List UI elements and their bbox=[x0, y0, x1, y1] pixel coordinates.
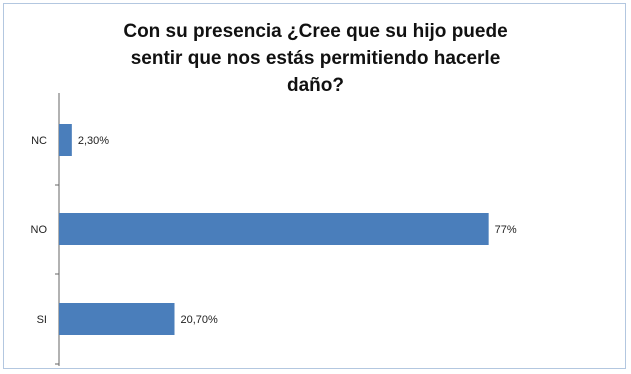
category-label-si: SI bbox=[37, 314, 47, 326]
category-label-nc: NC bbox=[31, 135, 47, 147]
value-label-si: 20,70% bbox=[181, 314, 219, 326]
value-label-nc: 2,30% bbox=[78, 135, 109, 147]
chart-title-line-1: Con su presencia ¿Cree que su hijo puede bbox=[123, 21, 508, 42]
chart-title-line-2: sentir que nos estás permitiendo hacerle bbox=[130, 48, 501, 69]
bar-nc bbox=[59, 124, 72, 156]
category-label-no: NO bbox=[31, 224, 48, 236]
value-label-no: 77% bbox=[495, 224, 517, 236]
chart-title-line-3: daño? bbox=[287, 75, 344, 96]
bar-si bbox=[59, 303, 175, 335]
chart-title: Con su presencia ¿Cree que su hijo puede… bbox=[0, 18, 631, 99]
bar-no bbox=[59, 213, 489, 245]
